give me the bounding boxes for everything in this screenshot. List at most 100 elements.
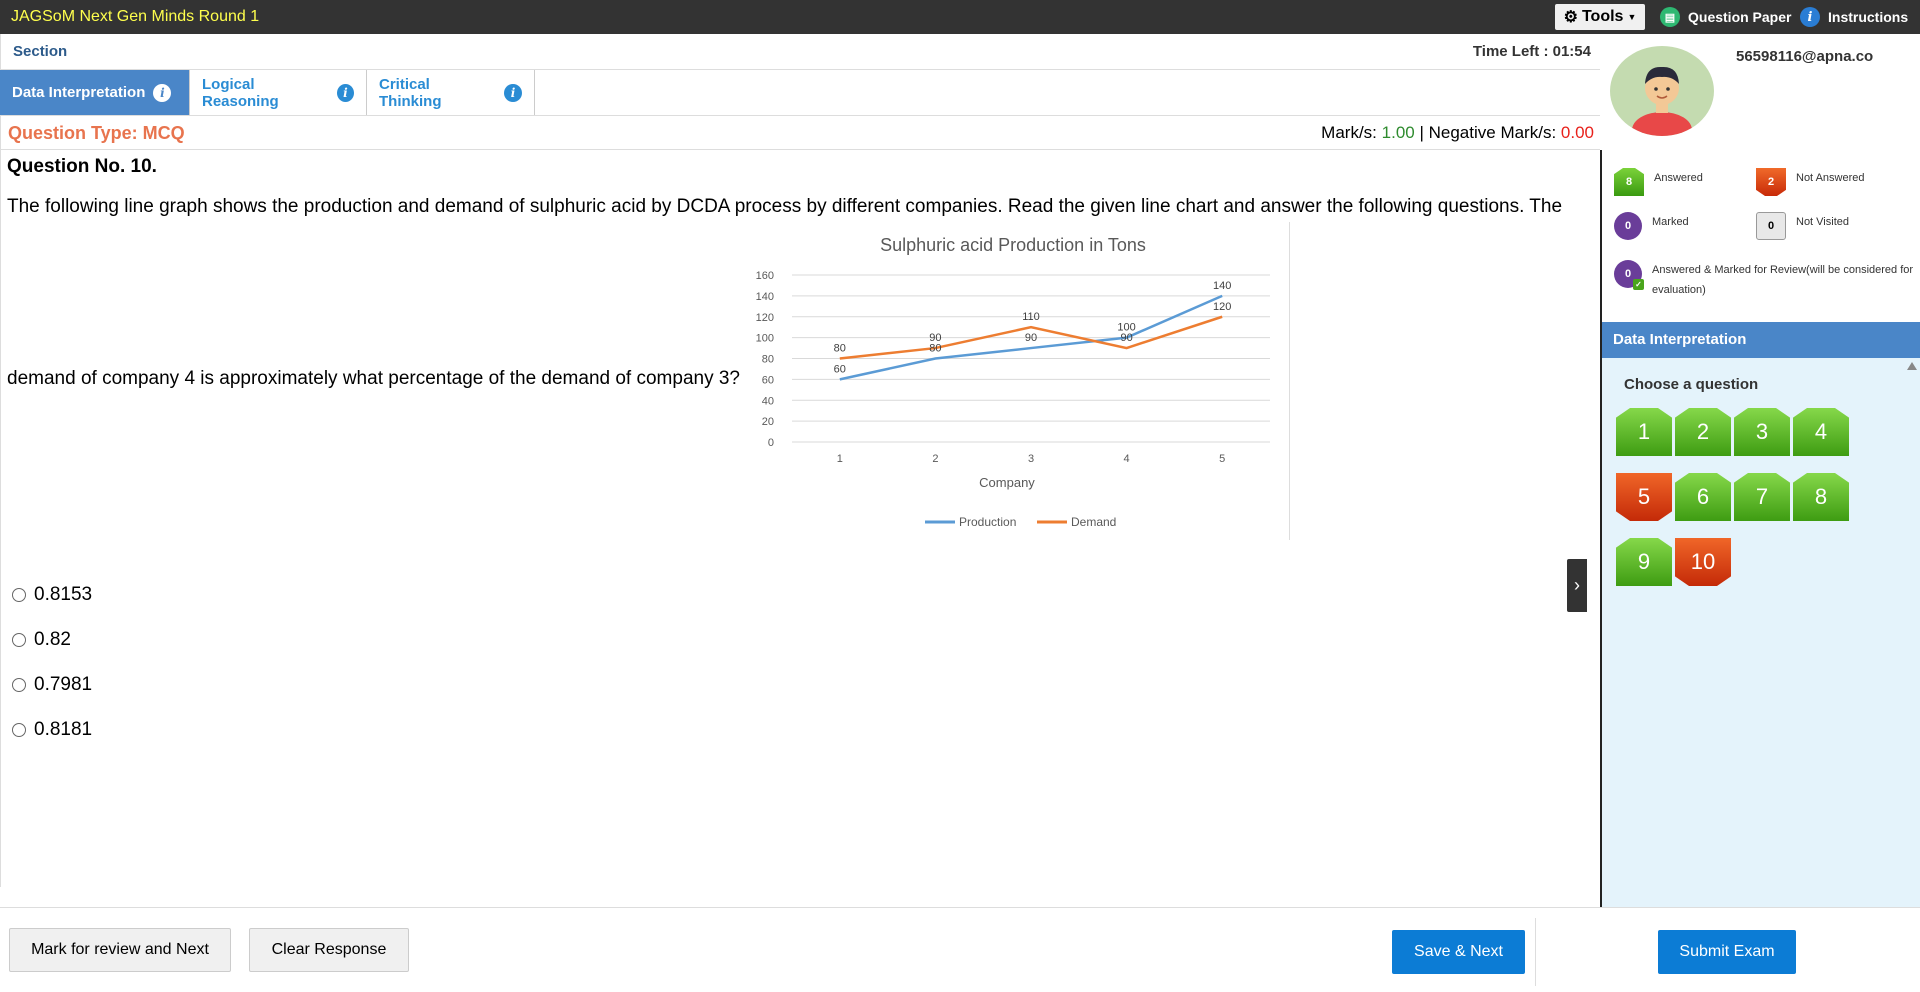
- marked-badge: 0: [1614, 212, 1642, 240]
- data-label: 80: [834, 343, 846, 355]
- x-tick-label: 2: [932, 453, 938, 465]
- chart-title: Sulphuric acid Production in Tons: [880, 235, 1146, 255]
- x-tick-label: 4: [1124, 453, 1130, 465]
- question-10-button[interactable]: 10: [1675, 538, 1731, 586]
- info-icon[interactable]: i: [153, 83, 172, 102]
- chart-svg: Sulphuric acid Production in Tons 0 20 40 6…: [756, 235, 1270, 529]
- question-4-button[interactable]: 4: [1793, 408, 1849, 456]
- option-label: 0.8181: [34, 718, 93, 740]
- y-tick-label: 160: [756, 270, 774, 282]
- answered-marked-badge: 0 ✓: [1614, 260, 1644, 290]
- scroll-up-icon[interactable]: [1907, 362, 1917, 370]
- right-panel: 56598116@apna.co 8 Answered 2 Not Answer…: [1600, 34, 1920, 907]
- data-label: 90: [1120, 332, 1132, 344]
- answered-badge: 8: [1614, 168, 1644, 196]
- question-9-button[interactable]: 9: [1616, 538, 1672, 586]
- option-1[interactable]: 0.8153: [12, 572, 92, 617]
- palette-grid: 1 2 3 4 5 6 7 8 9 10: [1616, 408, 1849, 608]
- submit-exam-button[interactable]: Submit Exam: [1658, 930, 1796, 974]
- marks-value: 1.00: [1381, 123, 1415, 142]
- collapse-panel-button[interactable]: ›: [1567, 559, 1587, 612]
- data-label: 90: [929, 332, 941, 344]
- legend-label: Marked: [1652, 216, 1689, 228]
- option-radio[interactable]: [12, 587, 26, 602]
- legend-label: Production: [959, 515, 1016, 529]
- gear-icon: ⚙: [1563, 9, 1578, 26]
- avatar: [1610, 46, 1714, 136]
- question-8-button[interactable]: 8: [1793, 473, 1849, 521]
- info-icon[interactable]: i: [336, 83, 354, 102]
- legend-answered-marked: 0 ✓ Answered & Marked for Review(will be…: [1614, 260, 1914, 300]
- legend-answered: 8 Answered: [1614, 168, 1703, 196]
- instructions-link[interactable]: i Instructions: [1800, 5, 1908, 29]
- y-tick-label: 80: [762, 354, 774, 366]
- option-2[interactable]: 0.82: [12, 617, 92, 662]
- option-label: 0.82: [34, 628, 71, 650]
- top-bar: JAGSoM Next Gen Minds Round 1 ⚙ Tools ▼ …: [0, 0, 1920, 34]
- series-line-demand: [839, 315, 1223, 360]
- data-label: 90: [1025, 332, 1037, 344]
- question-paper-link[interactable]: ▤ Question Paper: [1660, 5, 1791, 29]
- data-label: 140: [1213, 280, 1231, 292]
- y-tick-label: 120: [756, 312, 774, 324]
- tab-data-interpretation[interactable]: Data Interpretation i: [0, 70, 190, 115]
- time-left: Time Left : 01:54: [1472, 43, 1591, 60]
- legend-label: Not Visited: [1796, 216, 1849, 228]
- not-visited-badge: 0: [1756, 212, 1786, 240]
- question-text: The following line graph shows the produ…: [7, 196, 1563, 217]
- line-chart: Sulphuric acid Production in Tons 0 20 40 6…: [750, 222, 1290, 540]
- marks-info: Mark/s: 1.00 | Negative Mark/s: 0.00: [1321, 123, 1594, 143]
- tab-label: Critical Thinking: [379, 75, 442, 110]
- data-label: 80: [929, 343, 941, 355]
- tab-logical-reasoning[interactable]: Logical Reasoning i: [190, 70, 367, 115]
- question-2-button[interactable]: 2: [1675, 408, 1731, 456]
- section-tabs: Data Interpretation i Logical Reasoning …: [0, 70, 1600, 116]
- tools-button[interactable]: ⚙ Tools ▼: [1555, 4, 1645, 30]
- data-label: 110: [1022, 311, 1040, 323]
- question-text-continued: demand of company 4 is approximately wha…: [7, 368, 740, 389]
- marks-label: Mark/s:: [1321, 123, 1377, 142]
- app-title: JAGSoM Next Gen Minds Round 1: [11, 8, 260, 25]
- option-radio[interactable]: [12, 632, 26, 647]
- instructions-label: Instructions: [1828, 9, 1909, 25]
- option-4[interactable]: 0.8181: [12, 707, 92, 752]
- data-label: 120: [1213, 301, 1231, 313]
- not-answered-badge: 2: [1756, 168, 1786, 196]
- footer-bar: Mark for review and Next Clear Response …: [0, 907, 1920, 992]
- option-radio[interactable]: [12, 722, 26, 737]
- legend-label: Answered: [1654, 172, 1703, 184]
- data-label: 100: [1117, 322, 1135, 334]
- document-icon: ▤: [1660, 7, 1680, 27]
- question-1-button[interactable]: 1: [1616, 408, 1672, 456]
- question-number: Question No. 10.: [7, 156, 157, 177]
- question-7-button[interactable]: 7: [1734, 473, 1790, 521]
- tools-label: Tools: [1581, 8, 1624, 25]
- info-icon[interactable]: i: [504, 83, 522, 102]
- question-paper-label: Question Paper: [1688, 9, 1792, 25]
- legend-label: Not Answered: [1796, 172, 1865, 184]
- x-tick-label: 5: [1219, 453, 1225, 465]
- content-border: [0, 150, 1, 887]
- y-tick-label: 100: [756, 333, 774, 345]
- choose-question-label: Choose a question: [1624, 376, 1759, 393]
- info-icon: i: [1800, 7, 1820, 27]
- question-6-button[interactable]: 6: [1675, 473, 1731, 521]
- mark-review-next-button[interactable]: Mark for review and Next: [9, 928, 231, 972]
- palette-section-title: Data Interpretation: [1602, 322, 1920, 358]
- check-icon: ✓: [1633, 279, 1644, 290]
- series-line-production: [839, 294, 1223, 381]
- clear-response-button[interactable]: Clear Response: [249, 928, 409, 972]
- question-3-button[interactable]: 3: [1734, 408, 1790, 456]
- option-label: 0.8153: [34, 583, 93, 605]
- legend-label: Demand: [1071, 515, 1116, 529]
- question-type: Question Type: MCQ: [8, 123, 185, 143]
- save-next-button[interactable]: Save & Next: [1392, 930, 1525, 974]
- option-label: 0.7981: [34, 673, 93, 695]
- legend-not-answered: 2 Not Answered: [1756, 168, 1864, 196]
- question-5-button[interactable]: 5: [1616, 473, 1672, 521]
- answered-marked-count: 0: [1624, 268, 1632, 280]
- section-row: Section Time Left : 01:54: [0, 34, 1600, 70]
- option-radio[interactable]: [12, 677, 26, 692]
- option-3[interactable]: 0.7981: [12, 662, 92, 707]
- tab-critical-thinking[interactable]: Critical Thinking i: [367, 70, 535, 115]
